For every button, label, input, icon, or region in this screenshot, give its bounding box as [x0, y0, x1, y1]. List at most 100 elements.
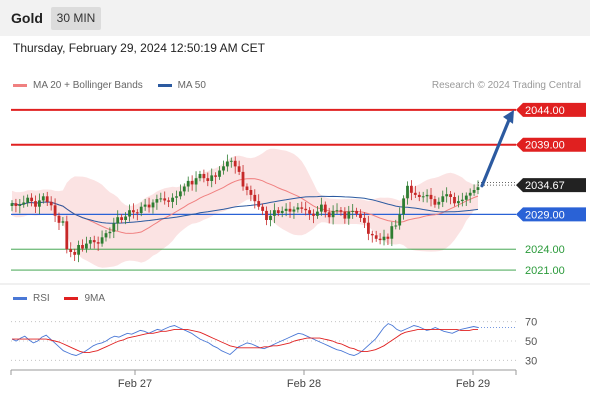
candle [167, 197, 170, 208]
levels-layer: 2044.00 2039.00 2029.00 2024.00 2021.00 [11, 102, 586, 277]
candle-body [167, 200, 170, 202]
candle [280, 206, 284, 218]
candle-body [390, 226, 394, 239]
candle-body [69, 249, 73, 252]
candle [269, 210, 272, 227]
candle-body [100, 237, 104, 244]
candle-body [398, 214, 402, 226]
candle-body [304, 208, 308, 211]
candle [273, 203, 276, 224]
candle [190, 175, 194, 191]
candle [57, 212, 61, 231]
level-label-4: 2024.00 [525, 244, 565, 256]
candle-body [323, 204, 327, 213]
candle [14, 198, 18, 213]
candle-body [421, 196, 425, 198]
candle [81, 239, 84, 252]
candle-body [433, 199, 437, 205]
candle [410, 180, 413, 201]
candle [316, 205, 319, 219]
candle-body [85, 243, 88, 249]
candle-body [339, 210, 343, 212]
candle [292, 206, 296, 219]
candle-body [382, 236, 386, 241]
candle-body [96, 242, 100, 244]
candle [288, 201, 292, 218]
candle [308, 207, 311, 220]
forecast-layer: 2034.67 [478, 109, 586, 193]
candle-body [182, 186, 186, 192]
candle-body [335, 210, 339, 212]
candle-body [464, 195, 468, 200]
candle-body [472, 190, 476, 193]
candle [445, 187, 449, 203]
candle [261, 203, 264, 216]
candle [402, 195, 405, 220]
last-price-label: 2034.67 [525, 180, 565, 192]
candle-body [218, 170, 221, 177]
credit-text: Research © 2024 Trading Central [431, 80, 581, 91]
candle [198, 170, 202, 182]
candle [77, 240, 80, 263]
candle [320, 197, 323, 216]
candle-body [214, 175, 217, 177]
candle-body [186, 180, 190, 187]
timeframe-button[interactable]: 30 MIN [51, 7, 101, 30]
candle-body [245, 186, 249, 190]
level-label-2: 2039.00 [525, 140, 565, 152]
candle-body [194, 178, 198, 185]
candle [112, 217, 116, 239]
candle [284, 203, 288, 217]
candle [335, 203, 339, 215]
candle-body [445, 194, 449, 197]
candle-body [77, 245, 80, 255]
rsi-ma9-line [12, 328, 478, 354]
candle-body [171, 197, 174, 202]
candle-body [124, 216, 127, 220]
bollinger-band-area [12, 148, 478, 268]
candle-body [241, 171, 245, 187]
candle-body [190, 180, 194, 185]
candle [265, 206, 268, 226]
candle [398, 207, 402, 230]
candle [159, 192, 163, 203]
candle-body [343, 211, 347, 219]
candle [413, 185, 417, 199]
candle-body [265, 210, 268, 220]
candle [38, 193, 41, 215]
candle-body [468, 192, 472, 196]
candle [367, 215, 370, 241]
rsi-layer: 70 50 30 [11, 317, 537, 367]
candle [382, 229, 386, 246]
candle [69, 242, 73, 258]
x-axis: Feb 27 Feb 28 Feb 29 [10, 370, 517, 390]
legend-item-rsi: RSI [13, 293, 50, 304]
last-price-tag [516, 178, 586, 193]
candle [100, 230, 104, 247]
candle [472, 184, 476, 196]
candle-body [108, 231, 112, 234]
candle [120, 214, 123, 224]
candle-body [237, 166, 241, 172]
rsi-tick-70: 70 [525, 317, 537, 329]
candle-body [331, 210, 335, 218]
candle [41, 193, 45, 204]
candle-body [257, 201, 261, 207]
candle [30, 193, 33, 207]
candle-body [206, 178, 210, 181]
candle [343, 207, 347, 224]
candle [143, 198, 147, 211]
candle-body [460, 199, 464, 202]
candle [10, 200, 14, 212]
candle-body [425, 194, 429, 197]
rsi-tick-50: 50 [525, 336, 537, 348]
candle [151, 199, 155, 214]
candle [363, 212, 366, 228]
candle [116, 210, 120, 231]
candle [104, 230, 108, 242]
candle [355, 207, 358, 217]
candle [437, 197, 441, 209]
candle-body [363, 217, 366, 223]
candle [128, 204, 131, 222]
candle [339, 207, 343, 216]
